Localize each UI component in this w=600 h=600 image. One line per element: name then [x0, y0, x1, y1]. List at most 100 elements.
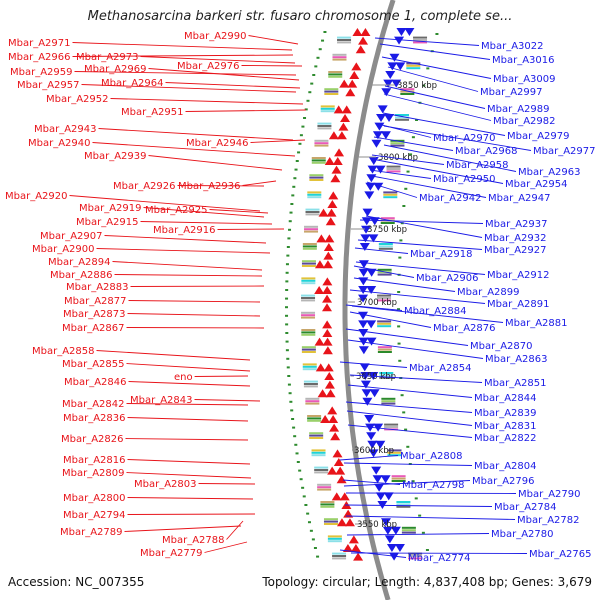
feature-band — [327, 540, 342, 543]
reverse-gene-label: Mbar_A3016 — [492, 55, 555, 66]
rna-marker — [404, 428, 408, 431]
rna-marker — [286, 357, 290, 360]
label-leader-line — [346, 410, 473, 426]
feature-band — [309, 176, 324, 179]
label-leader-line — [110, 98, 304, 105]
rna-marker — [301, 486, 305, 489]
rna-marker — [310, 82, 314, 85]
rna-marker — [297, 151, 301, 154]
feature-band — [307, 415, 322, 417]
label-leader-line — [204, 541, 248, 553]
rna-marker — [397, 308, 401, 311]
rna-marker — [298, 142, 302, 145]
label-leader-line — [127, 417, 249, 422]
feature-band — [377, 325, 392, 328]
feature-band — [320, 105, 335, 108]
feature-band — [301, 331, 316, 334]
forward-gene-mark — [334, 148, 345, 157]
feature-band — [383, 196, 398, 199]
forward-gene-mark — [347, 79, 358, 88]
forward-gene-label: Mbar_A2809 — [62, 468, 125, 479]
label-leader-line — [349, 311, 432, 328]
rna-marker — [285, 314, 289, 317]
feature-band — [328, 71, 343, 73]
reverse-gene-mark — [383, 79, 394, 88]
rna-marker — [294, 168, 298, 171]
reverse-gene-label: Mbar_A2876 — [433, 323, 496, 334]
label-leader-line — [177, 185, 265, 187]
feature-band — [305, 211, 320, 213]
rna-marker — [289, 211, 293, 214]
rna-marker — [400, 394, 404, 397]
feature-band — [307, 191, 322, 194]
feature-band — [309, 434, 324, 437]
reverse-gene-label: Mbar_A2970 — [433, 133, 496, 144]
reverse-gene-mark — [367, 440, 378, 449]
forward-gene-label: Mbar_A2919 — [79, 203, 142, 214]
accession-label: Accession: NC_007355 — [8, 575, 145, 589]
forward-gene-label: eno — [174, 372, 193, 383]
rna-marker — [295, 160, 299, 162]
forward-gene-labels: Mbar_A2971 Mbar_A2966 Mbar_A2973 Mbar_A2990… — [5, 31, 307, 559]
feature-band — [377, 320, 392, 323]
rna-marker — [292, 185, 296, 188]
label-leader-line — [74, 71, 297, 76]
forward-gene-mark — [332, 157, 343, 165]
reverse-gene-mark — [360, 380, 371, 389]
feature-band — [332, 58, 347, 61]
genome-summary: Topology: circular; Length: 4,837,408 bp… — [262, 575, 592, 589]
feature-band — [400, 93, 415, 95]
label-leader-line — [250, 139, 306, 143]
label-leader-line — [371, 154, 445, 165]
label-leader-line — [128, 381, 251, 387]
label-leader-line — [127, 313, 261, 317]
feature-band — [381, 400, 396, 403]
reverse-gene-mark — [360, 234, 371, 243]
rna-marker — [288, 228, 292, 231]
forward-gene-mark — [322, 329, 333, 337]
kbp-tick-label: 3650 kbp — [356, 372, 396, 382]
rna-marker — [316, 56, 320, 59]
label-leader-line — [114, 274, 263, 277]
feature-band — [381, 402, 396, 405]
feature-band — [323, 523, 338, 525]
label-leader-line — [140, 56, 296, 64]
reverse-gene-label: Mbar_A2782 — [517, 515, 580, 526]
forward-gene-mark — [358, 36, 369, 45]
feature-band — [377, 294, 392, 297]
rna-marker — [404, 187, 408, 190]
label-leader-line — [126, 363, 251, 372]
reverse-gene-mark — [389, 53, 400, 62]
label-leader-line — [104, 235, 267, 244]
feature-band — [400, 88, 415, 91]
rna-marker — [304, 504, 308, 506]
label-leader-line — [353, 277, 456, 292]
forward-gene-mark — [322, 337, 333, 346]
forward-gene-mark — [336, 131, 347, 140]
forward-gene-label: Mbar_A2883 — [66, 282, 129, 293]
gene-tracks — [285, 28, 439, 561]
forward-gene-label: Mbar_A2858 — [32, 346, 95, 357]
label-leader-line — [343, 462, 473, 466]
feature-band — [328, 73, 343, 76]
label-leader-line — [357, 239, 483, 250]
reverse-gene-label: Mbar_A2881 — [505, 318, 568, 329]
rna-marker — [286, 366, 290, 369]
rna-marker — [400, 222, 404, 225]
chromosome-backbone — [342, 0, 396, 600]
feature-band — [317, 127, 332, 130]
forward-gene-mark — [322, 303, 333, 312]
feature-band — [384, 426, 399, 428]
feature-band — [380, 217, 395, 220]
forward-gene-mark — [314, 337, 325, 346]
reverse-gene-label: Mbar_A2997 — [480, 87, 543, 98]
forward-gene-mark — [333, 105, 344, 114]
feature-band — [320, 501, 335, 503]
rna-marker — [285, 271, 289, 274]
rna-marker — [286, 246, 290, 248]
feature-band — [401, 526, 416, 529]
reverse-gene-label: Mbar_A2932 — [484, 233, 547, 244]
feature-band — [301, 279, 316, 282]
label-leader-line — [359, 219, 484, 224]
rna-marker — [287, 383, 291, 386]
